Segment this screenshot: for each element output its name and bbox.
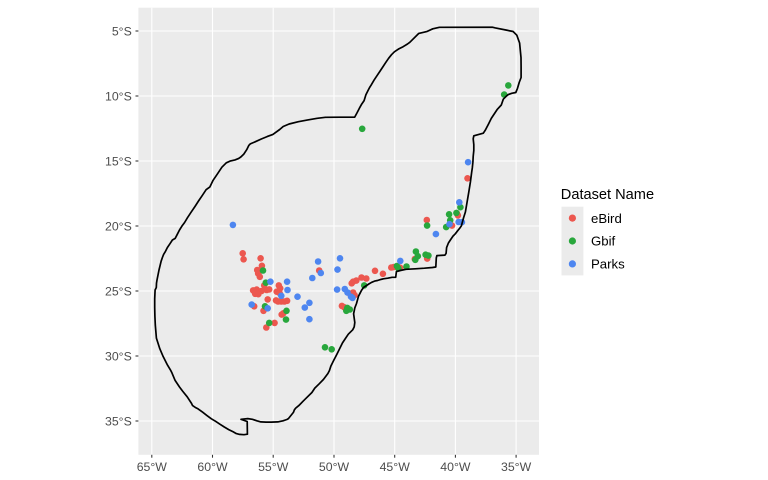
svg-text:60°W: 60°W — [197, 460, 228, 474]
svg-text:Gbif: Gbif — [591, 234, 616, 249]
svg-text:25°S: 25°S — [105, 284, 132, 298]
svg-text:45°W: 45°W — [380, 460, 411, 474]
svg-text:35°S: 35°S — [105, 414, 132, 428]
svg-text:Parks: Parks — [591, 257, 625, 272]
svg-text:eBird: eBird — [591, 211, 622, 226]
svg-text:40°W: 40°W — [440, 460, 471, 474]
svg-text:30°S: 30°S — [105, 349, 132, 363]
svg-text:20°S: 20°S — [105, 219, 132, 233]
svg-text:50°W: 50°W — [319, 460, 350, 474]
svg-text:35°W: 35°W — [501, 460, 532, 474]
svg-text:Dataset Name: Dataset Name — [561, 187, 654, 203]
svg-text:55°W: 55°W — [258, 460, 289, 474]
svg-text:5°S: 5°S — [112, 24, 132, 38]
svg-text:65°W: 65°W — [137, 460, 168, 474]
svg-text:15°S: 15°S — [105, 154, 132, 168]
svg-text:10°S: 10°S — [105, 89, 132, 103]
